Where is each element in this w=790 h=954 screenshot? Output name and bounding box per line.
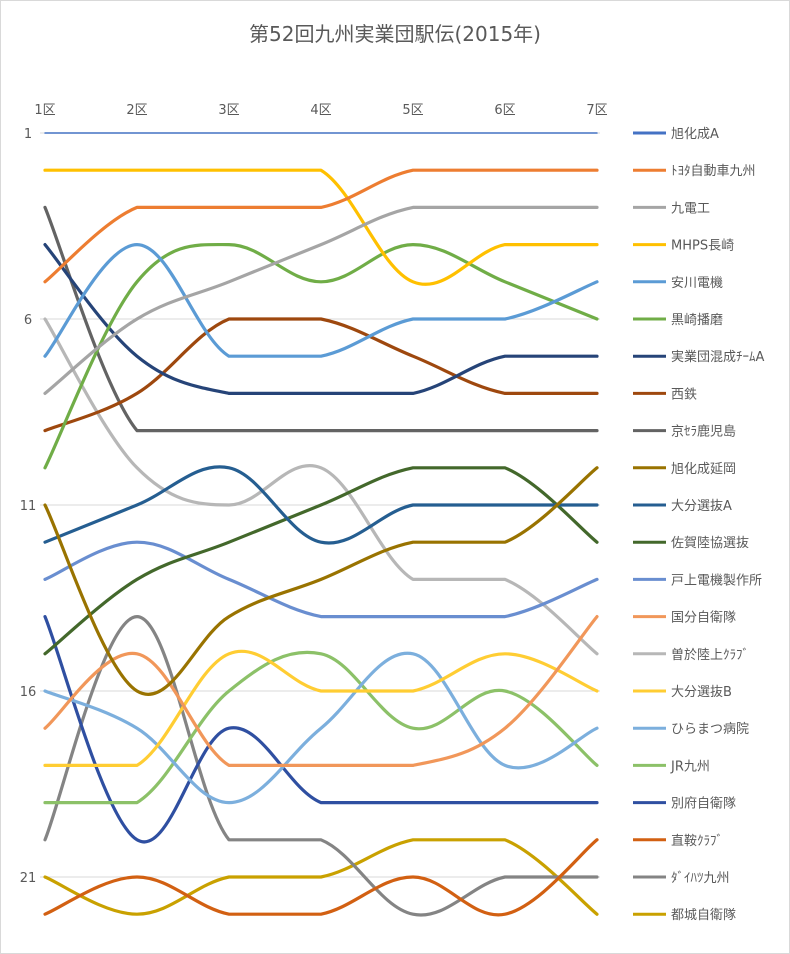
legend-label: MHPS長崎 <box>671 239 734 254</box>
y-tick-label: 6 <box>24 313 32 328</box>
x-tick-label: 3区 <box>218 103 239 118</box>
series-line <box>43 466 599 696</box>
legend-label: 九電工 <box>671 201 710 216</box>
series-line <box>43 243 599 396</box>
y-tick-label: 1 <box>24 127 32 142</box>
legend-label: 別府自衛隊 <box>671 796 736 812</box>
series-line <box>43 168 599 284</box>
series-line <box>43 205 599 395</box>
series-line <box>43 465 599 545</box>
legend-label: 旭化成延岡 <box>671 462 736 477</box>
series-line <box>43 317 599 656</box>
series-line <box>43 168 599 286</box>
legend-label: 実業団混成ﾁｰﾑA <box>671 349 765 365</box>
legend-label: 大分選抜A <box>671 498 732 514</box>
series-line <box>43 242 599 470</box>
series-line <box>43 466 599 656</box>
x-tick-label: 6区 <box>494 103 515 118</box>
legend-label: 直鞍ｸﾗﾌﾞ <box>671 833 723 849</box>
series-line <box>43 615 599 844</box>
x-tick-label: 1区 <box>34 103 55 118</box>
series-line <box>43 649 599 768</box>
legend-label: 京ｾﾗ鹿児島 <box>671 424 736 440</box>
series-line <box>43 650 599 805</box>
x-tick-label: 5区 <box>402 103 423 118</box>
legend-label: 曽於陸上ｸﾗﾌﾞ <box>671 647 749 663</box>
series-line <box>43 540 599 619</box>
series-line <box>43 317 599 433</box>
series-line <box>43 615 599 917</box>
legend-label: 西鉄 <box>671 387 697 402</box>
legend-label: ひらまつ病院 <box>671 722 749 737</box>
x-tick-label: 7区 <box>586 103 607 118</box>
y-tick-label: 16 <box>20 685 37 700</box>
legend-label: 旭化成A <box>671 127 719 142</box>
legend-label: 大分選抜B <box>671 684 732 700</box>
series-line <box>43 838 599 917</box>
legend-label: 国分自衛隊 <box>671 610 736 626</box>
legend-label: ﾄﾖﾀ自動車九州 <box>671 164 756 179</box>
legend-label: 戸上電機製作所 <box>671 573 762 588</box>
series-line <box>43 205 599 433</box>
legend-label: 安川電機 <box>671 276 723 291</box>
series-line <box>43 651 599 805</box>
x-tick-label: 2区 <box>126 103 147 118</box>
chart-title: 第52回九州実業団駅伝(2015年) <box>249 22 541 46</box>
legend-label: ﾀﾞｲﾊﾂ九州 <box>671 871 730 886</box>
legend-label: 都城自衛隊 <box>671 907 736 923</box>
legend-label: 黒崎播磨 <box>671 313 723 328</box>
series-line <box>43 615 599 768</box>
series-line <box>43 243 599 358</box>
y-tick-label: 11 <box>20 499 37 514</box>
legend-label: JR九州 <box>670 759 710 774</box>
legend-label: 佐賀陸協選抜 <box>671 535 749 551</box>
y-tick-label: 21 <box>20 871 37 886</box>
x-tick-label: 4区 <box>310 103 331 118</box>
series-line <box>43 838 599 916</box>
